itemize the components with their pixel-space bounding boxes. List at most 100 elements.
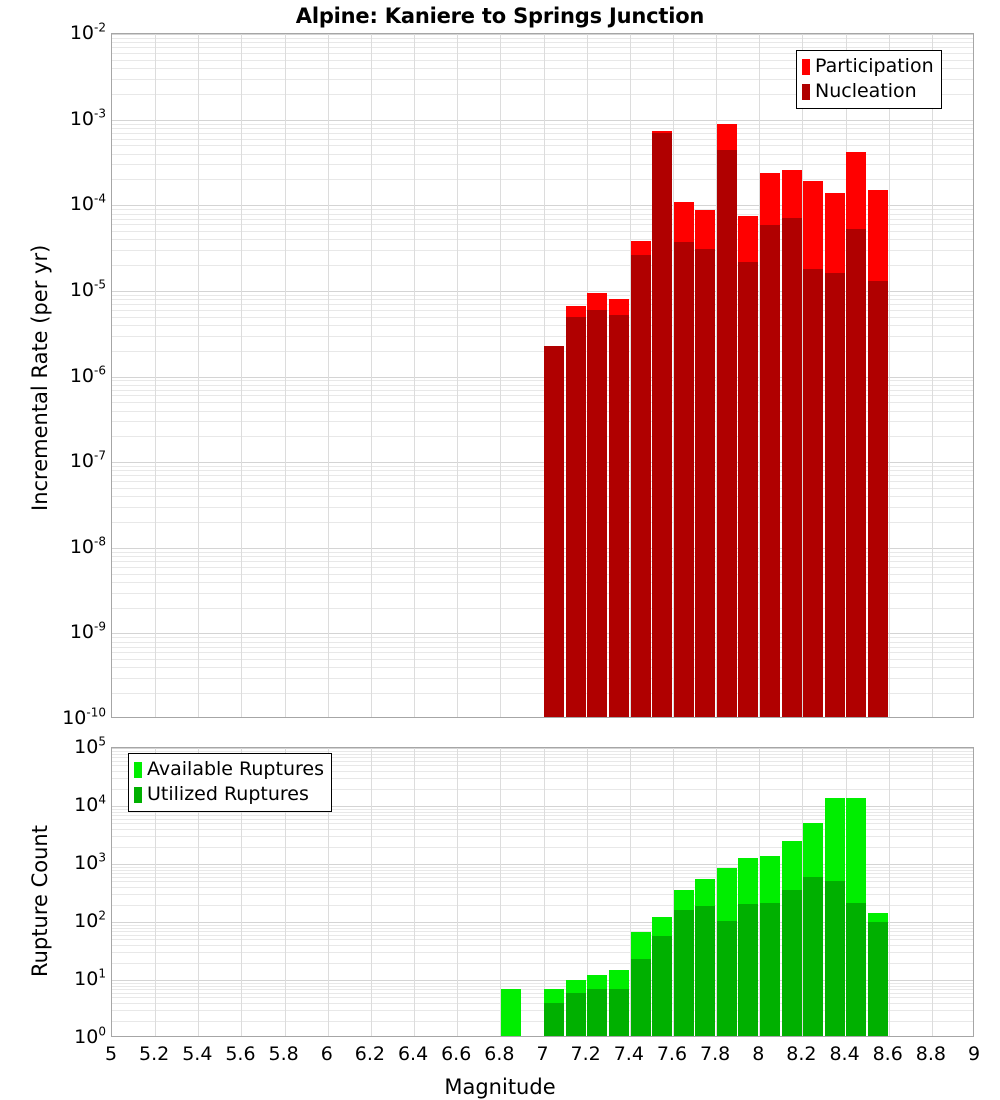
gridline-vertical xyxy=(629,748,631,1036)
y-axis-tick-label: 104 xyxy=(74,792,106,816)
gridline-horizontal xyxy=(112,47,973,49)
bar xyxy=(716,867,737,1036)
gridline-vertical xyxy=(370,34,372,717)
gridline-horizontal xyxy=(112,294,973,296)
gridline-horizontal xyxy=(112,887,973,889)
gridline-horizontal xyxy=(112,324,973,326)
gridline-horizontal xyxy=(112,988,973,990)
gridline-horizontal xyxy=(112,836,973,838)
gridline-horizontal xyxy=(112,410,973,412)
gridline-horizontal xyxy=(112,316,973,318)
gridline-horizontal xyxy=(112,93,973,95)
gridline-horizontal xyxy=(112,551,973,553)
bottom-bars xyxy=(112,748,973,1036)
top-bars xyxy=(112,34,973,717)
bar xyxy=(501,988,522,1036)
gridline-horizontal xyxy=(112,231,973,233)
gridline-horizontal xyxy=(112,389,973,391)
top-gridlines xyxy=(112,34,973,717)
y-axis-tick-label: 10-6 xyxy=(69,363,106,387)
bar xyxy=(846,798,867,1036)
gridline-horizontal xyxy=(112,814,973,816)
bar xyxy=(544,345,565,717)
utilized-ruptures-swatch-icon xyxy=(134,786,142,803)
gridline-horizontal xyxy=(112,42,973,44)
gridline-horizontal xyxy=(112,985,973,987)
bar-segment-nucleation xyxy=(544,345,565,717)
gridline-vertical xyxy=(414,748,416,1036)
gridline-vertical xyxy=(457,34,459,717)
bar-segment-utilized xyxy=(803,876,824,1036)
bar xyxy=(846,151,867,717)
gridline-horizontal xyxy=(112,939,973,941)
gridline-horizontal xyxy=(112,52,973,54)
gridline-horizontal xyxy=(112,145,973,147)
gridline-vertical xyxy=(888,748,890,1036)
gridline-horizontal xyxy=(112,384,973,386)
bar xyxy=(695,210,716,717)
gridline-horizontal xyxy=(112,667,973,669)
gridline-horizontal xyxy=(112,806,973,807)
gridline-horizontal xyxy=(112,760,973,762)
gridline-horizontal xyxy=(112,659,973,661)
bar-segment-nucleation xyxy=(695,248,716,717)
rupture-count-plot xyxy=(111,747,974,1037)
bar-segment-utilized xyxy=(630,959,651,1036)
gridline-horizontal xyxy=(112,123,973,125)
gridline-horizontal xyxy=(112,561,973,562)
bar-segment-utilized xyxy=(867,921,888,1036)
bar-segment-utilized xyxy=(652,935,673,1036)
gridline-vertical xyxy=(327,34,329,717)
x-axis-tick-label: 5.6 xyxy=(225,1043,256,1065)
bar xyxy=(867,912,888,1036)
x-axis-tick-label: 9 xyxy=(967,1043,981,1065)
gridline-horizontal xyxy=(112,153,973,155)
participation-swatch-icon xyxy=(802,58,810,75)
gridline-horizontal xyxy=(112,866,973,868)
y-axis-tick-label: 10-4 xyxy=(69,191,106,216)
gridline-horizontal xyxy=(112,750,973,752)
bar-segment-nucleation xyxy=(587,309,608,717)
incremental-rate-plot xyxy=(111,33,974,718)
gridline-horizontal xyxy=(112,778,973,780)
gridline-horizontal xyxy=(112,1020,973,1022)
bar xyxy=(630,932,651,1036)
bar xyxy=(760,172,781,717)
gridline-horizontal xyxy=(112,788,973,790)
gridline-horizontal xyxy=(112,218,973,220)
gridline-vertical xyxy=(155,34,157,717)
bar-segment-utilized xyxy=(565,992,586,1036)
x-axis-label: Magnitude xyxy=(444,1075,556,1099)
gridline-horizontal xyxy=(112,487,973,489)
gridline-horizontal xyxy=(112,753,973,755)
legend-item-nucleation: Nucleation xyxy=(802,79,934,104)
gridline-vertical xyxy=(241,748,243,1036)
gridline-horizontal xyxy=(112,881,973,883)
bar-segment-utilized xyxy=(673,910,694,1036)
gridline-horizontal xyxy=(112,864,973,865)
gridline-vertical xyxy=(759,748,761,1036)
bar xyxy=(673,201,694,717)
gridline-vertical xyxy=(414,34,416,717)
x-axis-tick-label: 8.8 xyxy=(915,1043,946,1065)
gridline-horizontal xyxy=(112,395,973,397)
bar-segment-utilized xyxy=(608,988,630,1036)
gridline-horizontal xyxy=(112,466,973,468)
gridline-horizontal xyxy=(112,1003,973,1005)
legend-label-utilized-ruptures: Utilized Ruptures xyxy=(147,783,309,805)
bar xyxy=(565,980,586,1036)
bar-segment-utilized xyxy=(824,881,845,1036)
bar xyxy=(803,822,824,1036)
gridline-horizontal xyxy=(112,78,973,80)
gridline-horizontal xyxy=(112,179,973,181)
y-axis-tick-label: 101 xyxy=(74,966,106,990)
bar-segment-nucleation xyxy=(760,225,781,717)
gridline-horizontal xyxy=(112,37,973,39)
gridline-horizontal xyxy=(112,846,973,848)
gridline-horizontal xyxy=(112,952,973,954)
bar xyxy=(738,858,759,1036)
gridline-horizontal xyxy=(112,876,973,878)
bar-segment-utilized xyxy=(846,903,867,1036)
gridline-horizontal xyxy=(112,421,973,423)
